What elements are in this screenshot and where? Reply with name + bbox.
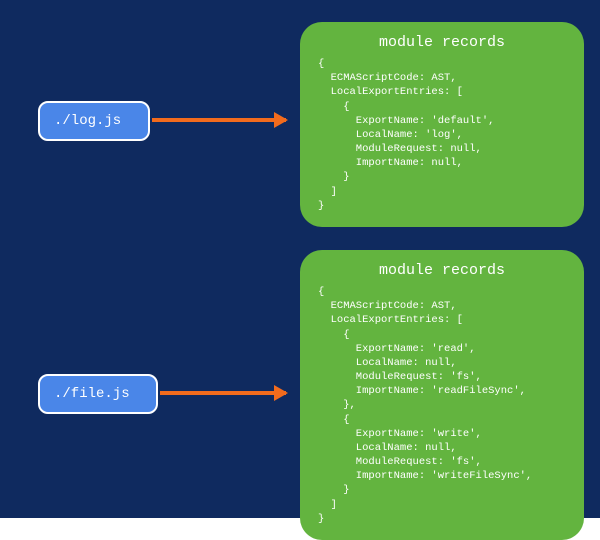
module-record-code: { ECMAScriptCode: AST, LocalExportEntrie… xyxy=(318,57,566,213)
file-label: ./file.js xyxy=(54,386,130,402)
arrow-icon xyxy=(160,391,286,395)
file-box: ./file.js xyxy=(38,374,158,414)
module-record-title: module records xyxy=(318,34,566,51)
module-record-box: module records { ECMAScriptCode: AST, Loc… xyxy=(300,22,584,227)
file-label: ./log.js xyxy=(54,113,121,129)
module-record-box: module records { ECMAScriptCode: AST, Loc… xyxy=(300,250,584,540)
module-record-code: { ECMAScriptCode: AST, LocalExportEntrie… xyxy=(318,285,566,526)
arrow-icon xyxy=(152,118,286,122)
module-record-title: module records xyxy=(318,262,566,279)
file-box: ./log.js xyxy=(38,101,150,141)
